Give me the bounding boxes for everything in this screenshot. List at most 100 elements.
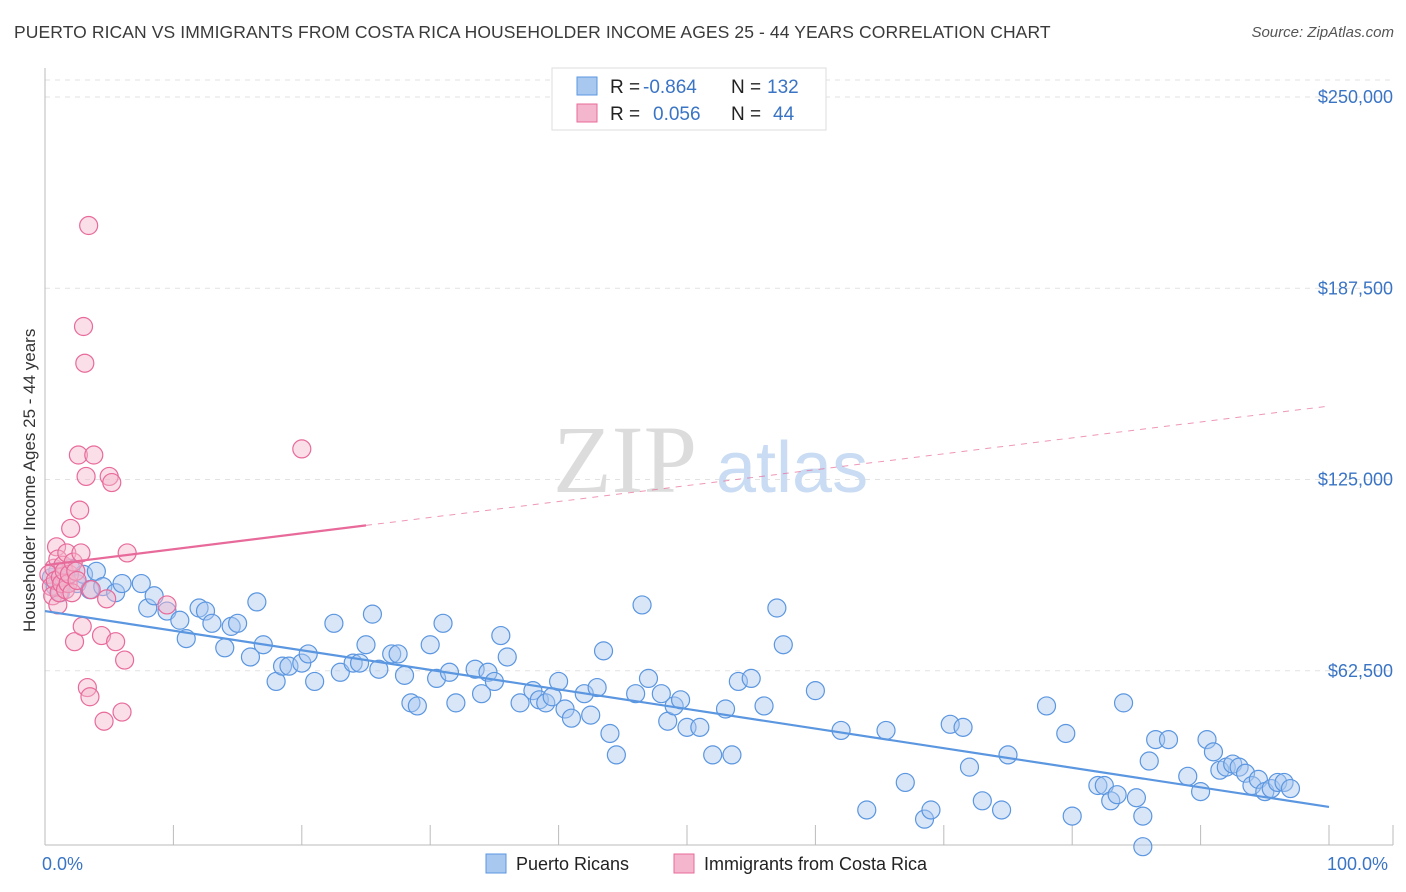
point-puerto-rican-25	[240, 647, 261, 667]
point-costa-rica-44	[157, 595, 177, 615]
point-costa-rica-32	[80, 687, 100, 707]
point-costa-rica-42	[115, 650, 135, 670]
point-puerto-rican-130	[1107, 785, 1127, 805]
point-puerto-rican-26	[247, 592, 267, 612]
point-costa-rica-41	[112, 702, 132, 722]
point-puerto-rican-34	[324, 613, 344, 633]
series-costa-rica	[39, 215, 312, 731]
point-puerto-rican-12	[112, 573, 132, 594]
point-puerto-rican-104	[1088, 775, 1108, 796]
point-puerto-rican-102	[1056, 723, 1076, 744]
point-puerto-rican-14	[138, 598, 158, 618]
point-costa-rica-28	[75, 353, 95, 373]
point-puerto-rican-33	[305, 671, 325, 692]
point-puerto-rican-70	[606, 745, 626, 765]
point-puerto-rican-94	[921, 800, 941, 820]
trend-line-puerto-ricans	[44, 609, 1330, 809]
point-puerto-rican-22	[215, 638, 235, 658]
point-costa-rica-34	[84, 445, 104, 465]
point-costa-rica-43	[117, 543, 137, 563]
point-puerto-rican-82	[722, 745, 742, 765]
point-costa-rica-27	[73, 316, 94, 337]
point-costa-rica-29	[76, 466, 96, 487]
watermark-atlas: atlas	[716, 428, 868, 508]
point-costa-rica-35	[91, 625, 112, 646]
chart-source: Source: ZipAtlas.com	[1251, 24, 1394, 41]
y-tick-label-3: $250,000	[1318, 87, 1393, 107]
legend-swatch-blue	[576, 76, 598, 96]
legend-bottom-label-2: Immigrants from Costa Rica	[704, 854, 928, 874]
legend-r-value-2: 0.056	[653, 104, 701, 125]
point-puerto-rican-55	[491, 625, 511, 646]
point-costa-rica-39	[102, 472, 122, 493]
point-costa-rica-36	[94, 711, 114, 731]
y-tick-label-1: $125,000	[1318, 470, 1393, 490]
point-puerto-rican-100	[998, 745, 1018, 765]
point-costa-rica-5	[46, 537, 67, 557]
point-puerto-rican-29	[272, 656, 293, 676]
y-tick-label-0: $62,500	[1328, 661, 1393, 681]
legend-n-value-2: 44	[773, 104, 795, 125]
point-puerto-rican-71	[626, 684, 646, 704]
point-puerto-rican-66	[581, 705, 601, 725]
point-puerto-rican-69	[600, 723, 620, 744]
point-puerto-rican-32	[298, 644, 318, 664]
legend-n-label-1: N =	[731, 77, 761, 98]
point-puerto-rican-21	[202, 613, 222, 633]
watermark-zip: ZIP	[553, 406, 697, 513]
point-puerto-rican-115	[1197, 729, 1217, 750]
point-puerto-rican-99	[991, 800, 1012, 820]
point-puerto-rican-46	[420, 635, 440, 655]
point-puerto-rican-110	[1139, 751, 1159, 771]
legend-r-label-2: R =	[610, 104, 640, 125]
point-puerto-rican-87	[773, 635, 793, 655]
trend-lines	[44, 405, 1330, 809]
point-costa-rica-18	[62, 583, 82, 603]
point-costa-rica-24	[70, 500, 90, 520]
trend-line-costa-rica	[44, 524, 367, 567]
point-puerto-rican-20	[195, 601, 216, 621]
point-puerto-rican-50	[446, 693, 466, 713]
legend-swatch-pink	[576, 103, 598, 123]
point-puerto-rican-48	[433, 613, 453, 633]
point-costa-rica-22	[67, 570, 87, 591]
point-puerto-rican-129	[1133, 837, 1153, 857]
y-tick-label-2: $187,500	[1318, 278, 1393, 298]
point-costa-rica-31	[79, 215, 99, 236]
point-puerto-rican-17	[170, 610, 190, 630]
point-puerto-rican-112	[1158, 729, 1179, 750]
point-puerto-rican-91	[876, 720, 896, 741]
legend-r-value-1: -0.864	[643, 77, 697, 98]
point-puerto-rican-68	[593, 641, 614, 661]
trend-line-costa-rica-extension	[365, 405, 1330, 526]
point-puerto-rican-107	[1113, 693, 1134, 713]
point-costa-rica-23	[68, 445, 88, 465]
point-puerto-rican-128	[1280, 778, 1301, 799]
point-puerto-rican-38	[356, 635, 376, 655]
point-puerto-rican-101	[1036, 696, 1057, 716]
legend-n-label-2: N =	[731, 104, 761, 125]
point-puerto-rican-57	[510, 693, 530, 713]
legend-bottom: Puerto Ricans Immigrants from Costa Rica	[485, 853, 928, 874]
point-puerto-rican-73	[638, 668, 659, 689]
point-puerto-rican-37	[349, 653, 370, 673]
point-costa-rica-17	[61, 518, 81, 539]
point-puerto-rican-89	[831, 720, 851, 741]
point-costa-rica-40	[106, 632, 126, 652]
point-puerto-rican-79	[690, 717, 710, 737]
point-puerto-rican-45	[407, 696, 427, 716]
point-puerto-rican-92	[895, 772, 915, 793]
point-puerto-rican-108	[1126, 788, 1147, 808]
legend-top: R = -0.864 N = 132 R = 0.056 N = 44	[551, 67, 827, 131]
point-puerto-rican-98	[972, 791, 992, 811]
point-puerto-rican-109	[1133, 806, 1153, 826]
point-puerto-rican-52	[471, 684, 492, 704]
point-puerto-rican-90	[857, 800, 877, 820]
point-costa-rica-25	[71, 543, 91, 563]
point-puerto-rican-39	[362, 604, 383, 624]
point-puerto-rican-74	[651, 684, 671, 704]
legend-bottom-label-1: Puerto Ricans	[516, 854, 629, 874]
y-axis-label: Householder Income Ages 25 - 44 years	[20, 329, 39, 632]
point-puerto-rican-96	[953, 717, 973, 737]
point-puerto-rican-40	[369, 659, 389, 679]
